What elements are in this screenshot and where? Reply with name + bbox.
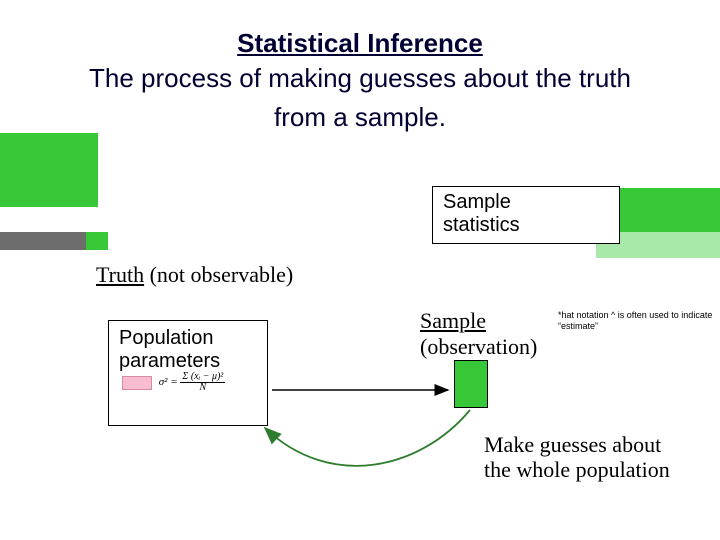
hat-notation-note: *hat notation ^ is often used to indicat… <box>558 310 720 332</box>
formula-pink-box <box>122 376 152 390</box>
truth-underline: Truth <box>96 262 144 287</box>
truth-rest: (not observable) <box>144 262 293 287</box>
small-green-box <box>454 360 488 408</box>
sample-label: Sample (observation) <box>420 308 537 360</box>
formula-lhs: σ² = <box>159 376 178 388</box>
page-title: Statistical Inference <box>0 28 720 59</box>
green-block-top <box>620 188 720 232</box>
sample-statistics-box: Sample statistics <box>432 186 620 244</box>
guess-line-2: the whole population <box>484 457 670 482</box>
guess-text: Make guesses about the whole population <box>484 432 670 483</box>
guess-line-1: Make guesses about <box>484 432 670 457</box>
accent-bar <box>0 232 86 250</box>
curved-arrow <box>265 410 470 466</box>
sample-underline: Sample <box>420 308 486 333</box>
green-block-main <box>0 133 98 207</box>
truth-label: Truth (not observable) <box>96 262 293 288</box>
subtitle-line-2: from a sample. <box>0 102 720 133</box>
variance-formula: σ² = Σ (xᵢ − μ)² N <box>122 372 225 393</box>
sample-stats-line-2: statistics <box>443 214 609 237</box>
subtitle-line-1: The process of making guesses about the … <box>0 63 720 94</box>
sample-rest: (observation) <box>420 334 537 359</box>
formula-denom: N <box>180 383 225 393</box>
sample-stats-line-1: Sample <box>443 191 609 214</box>
population-line-2: parameters <box>119 350 257 373</box>
population-line-1: Population <box>119 327 257 350</box>
